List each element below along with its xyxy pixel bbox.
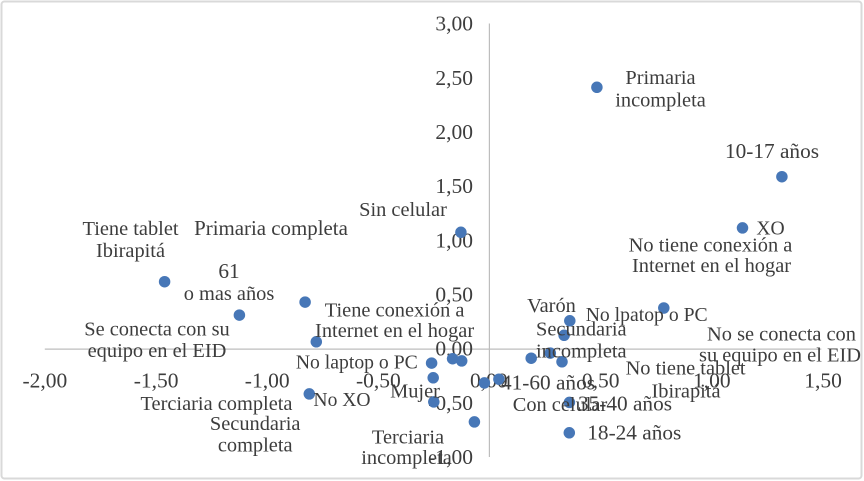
svg-text:0,50: 0,50 [582,369,620,393]
svg-text:35-40 años: 35-40 años [578,392,672,416]
svg-text:Internet en el hogar: Internet en el hogar [315,320,474,342]
svg-text:XO: XO [756,219,784,240]
svg-text:incompleta: incompleta [536,340,627,362]
svg-text:Terciaria completa: Terciaria completa [141,393,293,415]
svg-text:incompleta: incompleta [361,447,452,469]
svg-text:Tiene tablet: Tiene tablet [82,218,178,240]
svg-text:Primaria completa: Primaria completa [194,216,348,240]
svg-text:No tiene tablet: No tiene tablet [626,358,746,380]
svg-text:1,50: 1,50 [435,174,473,198]
svg-text:18-24 años: 18-24 años [587,421,681,445]
svg-text:3,00: 3,00 [435,12,473,36]
svg-text:1,00: 1,00 [693,369,731,393]
svg-text:Primaria: Primaria [625,67,695,89]
svg-text:Varón: Varón [527,295,576,317]
svg-text:Ibirapitá: Ibirapitá [96,240,165,262]
svg-text:41-60 años: 41-60 años [501,371,595,395]
svg-text:-1,00: -1,00 [245,369,290,393]
svg-text:-1,00: -1,00 [428,445,473,469]
svg-text:completa: completa [218,435,293,457]
svg-text:Internet en el hogar: Internet en el hogar [632,255,791,277]
svg-text:Mujer: Mujer [390,381,440,403]
svg-text:-1,50: -1,50 [134,369,179,393]
svg-text:No XO: No XO [313,390,370,411]
svg-text:2,00: 2,00 [435,120,473,144]
svg-text:No tiene conexión a: No tiene conexión a [629,234,793,256]
svg-text:su equipo en el EID: su equipo en el EID [699,345,861,367]
svg-text:Secundaria: Secundaria [536,319,627,341]
svg-text:Ibirapitá: Ibirapitá [651,381,720,403]
svg-text:Se conecta con su: Se conecta con su [84,318,230,340]
svg-text:Secundaria: Secundaria [210,413,301,435]
svg-text:Con celular: Con celular [513,394,608,416]
svg-text:2,50: 2,50 [435,66,473,90]
svg-text:0,50: 0,50 [435,283,473,307]
svg-text:1,00: 1,00 [435,228,473,252]
svg-text:incompleta: incompleta [615,90,706,112]
svg-text:No laptop o PC: No laptop o PC [296,352,418,374]
svg-text:No se conecta con: No se conecta con [707,323,856,345]
svg-text:o mas años: o mas años [184,283,275,305]
svg-text:Terciaria: Terciaria [372,426,444,448]
svg-text:equipo en el EID: equipo en el EID [88,340,227,362]
svg-text:Sin celular: Sin celular [359,199,447,221]
svg-text:-2,00: -2,00 [23,369,68,393]
svg-text:1,50: 1,50 [804,369,842,393]
svg-text:-0,50: -0,50 [356,369,401,393]
svg-text:Tiene conexión a: Tiene conexión a [325,299,465,321]
svg-text:No lpatop o PC: No lpatop o PC [586,304,708,326]
svg-text:10-17 años: 10-17 años [725,139,819,163]
svg-text:61: 61 [218,259,239,283]
